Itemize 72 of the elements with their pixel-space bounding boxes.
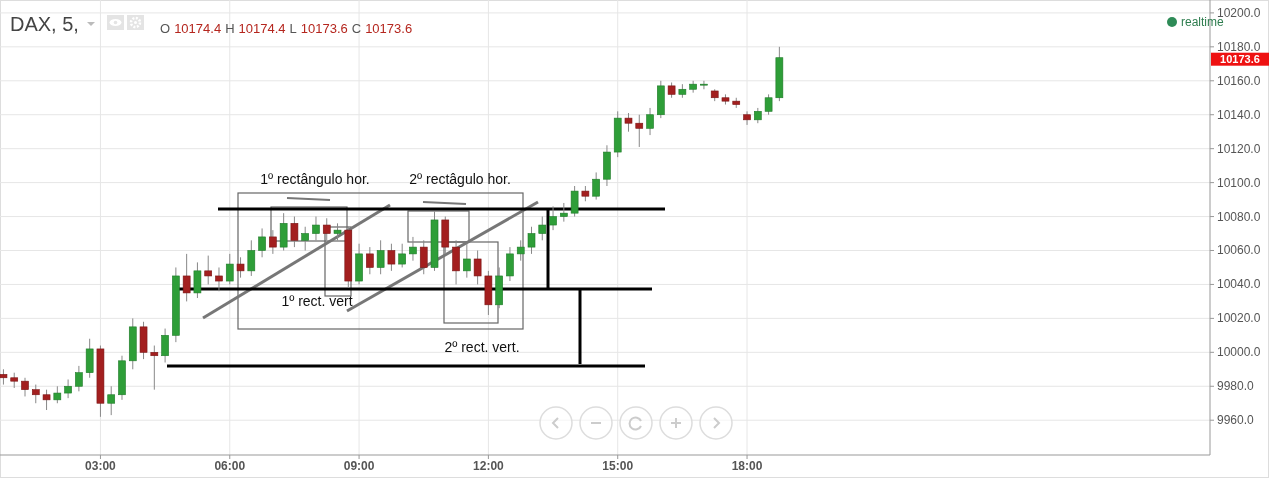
candlestick bbox=[31, 384, 40, 404]
candlestick bbox=[258, 227, 266, 258]
candlestick bbox=[549, 205, 557, 231]
candlestick bbox=[301, 226, 309, 251]
candlestick bbox=[700, 80, 708, 90]
candlestick bbox=[193, 261, 202, 299]
candlestick bbox=[225, 253, 234, 285]
y-tick-label: 10200.0 bbox=[1217, 5, 1261, 20]
candlestick bbox=[570, 185, 579, 218]
candlestick bbox=[743, 110, 751, 126]
annotation: 2º rect. vert. bbox=[444, 339, 520, 355]
candlestick bbox=[398, 243, 406, 268]
candlestick bbox=[764, 93, 773, 116]
candlestick bbox=[279, 212, 288, 251]
candlestick bbox=[646, 107, 654, 136]
candlestick bbox=[204, 255, 212, 285]
y-tick-label: 10020.0 bbox=[1217, 311, 1261, 326]
y-tick-label: 10140.0 bbox=[1217, 107, 1261, 122]
candlestick bbox=[473, 250, 482, 285]
candlestick bbox=[312, 216, 320, 241]
y-tick-label: 10080.0 bbox=[1217, 209, 1261, 224]
x-tick-label: 18:00 bbox=[731, 459, 763, 473]
candlestick bbox=[560, 202, 568, 223]
y-tick-label: 10000.0 bbox=[1217, 345, 1261, 360]
candlestick bbox=[376, 239, 385, 275]
candlestick bbox=[269, 229, 277, 255]
y-tick-label: 9960.0 bbox=[1217, 413, 1255, 428]
candlestick bbox=[85, 338, 94, 379]
candlestick bbox=[64, 378, 72, 399]
candlestick bbox=[42, 389, 51, 411]
candlestick bbox=[21, 377, 29, 397]
x-tick-label: 09:00 bbox=[343, 459, 375, 473]
x-tick-label: 15:00 bbox=[602, 459, 634, 473]
candlestick bbox=[419, 239, 428, 275]
annotation: 1º rect. vert bbox=[281, 293, 353, 309]
y-tick-label: 10120.0 bbox=[1217, 141, 1261, 156]
annotation: 2º rectâgulo hor. bbox=[409, 171, 511, 187]
candlestick bbox=[452, 239, 460, 285]
candlestick bbox=[161, 328, 169, 364]
candlestick bbox=[215, 266, 223, 292]
candlestick bbox=[247, 239, 256, 277]
x-tick-label: 12:00 bbox=[473, 459, 505, 473]
y-tick-label: 10060.0 bbox=[1217, 243, 1261, 258]
candlestick bbox=[463, 243, 471, 279]
candlestick bbox=[182, 253, 191, 302]
y-tick-label: 10160.0 bbox=[1217, 73, 1261, 88]
candlestick bbox=[409, 236, 417, 262]
candlestick bbox=[538, 216, 547, 241]
candlestick bbox=[506, 246, 514, 282]
x-tick-label: 03:00 bbox=[85, 459, 117, 473]
candlestick bbox=[624, 112, 633, 133]
text: DAX, 5, bbox=[10, 13, 79, 35]
candlestick bbox=[236, 256, 245, 279]
candlestick bbox=[527, 226, 536, 255]
candlestick bbox=[75, 365, 83, 392]
candlestick bbox=[516, 239, 525, 262]
y-tick-label: 9980.0 bbox=[1217, 379, 1255, 394]
x-tick-label: 06:00 bbox=[214, 459, 246, 473]
annotation: 1º rectângulo hor. bbox=[260, 171, 370, 187]
y-tick-label: 10180.0 bbox=[1217, 39, 1261, 54]
candlestick bbox=[107, 385, 116, 416]
candlestick bbox=[322, 217, 331, 241]
y-tick-label: 10100.0 bbox=[1217, 175, 1261, 190]
candlestick bbox=[150, 345, 159, 391]
text: 10173.6 bbox=[1220, 52, 1260, 65]
candlestick bbox=[387, 243, 396, 272]
candlestick bbox=[635, 114, 644, 148]
candlestick bbox=[592, 171, 600, 201]
y-tick-label: 10040.0 bbox=[1217, 277, 1261, 292]
annotation: O 10174.4 H 10174.4 L 10173.6 C 10173.6 bbox=[160, 21, 413, 36]
candlestick bbox=[366, 246, 374, 275]
candlestick bbox=[290, 216, 299, 248]
